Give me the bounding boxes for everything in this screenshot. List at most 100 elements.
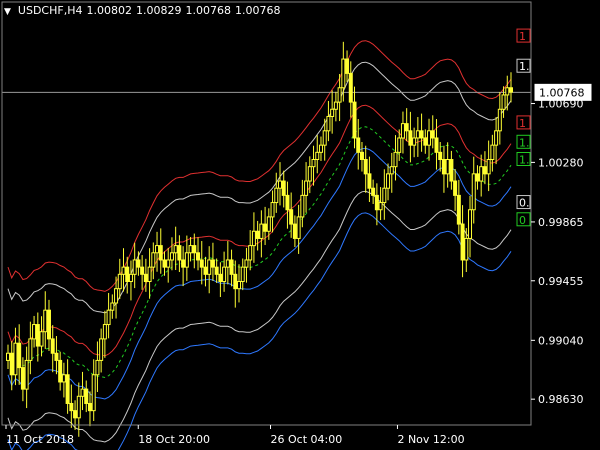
candle — [330, 90, 335, 134]
candle-body — [203, 266, 208, 275]
x-tick-label: 2 Nov 12:00 — [397, 433, 464, 446]
candle-body — [196, 252, 201, 261]
level-label-box — [516, 195, 531, 210]
candle — [505, 75, 510, 111]
candle-body — [125, 266, 130, 282]
candle — [270, 190, 275, 233]
candle — [225, 241, 230, 285]
candle-body — [114, 288, 119, 304]
candle — [315, 135, 320, 174]
candle-body — [479, 166, 484, 182]
level-label-text: 0 — [519, 214, 526, 227]
candle-body — [333, 101, 338, 110]
candle — [35, 312, 40, 362]
candle — [356, 119, 361, 170]
level-label: 0 — [516, 212, 531, 227]
candle-body — [434, 137, 439, 153]
candle-body — [43, 309, 48, 333]
candle — [419, 113, 424, 152]
candle — [207, 246, 212, 294]
candle-body — [359, 151, 364, 161]
current-price-text: 1.00768 — [539, 86, 585, 99]
candle — [427, 118, 432, 161]
candle-body — [244, 259, 249, 268]
candle — [181, 246, 186, 287]
candle — [125, 256, 130, 294]
candle-body — [482, 166, 487, 175]
candle — [449, 150, 454, 190]
candle — [460, 205, 465, 278]
candle-body — [248, 245, 253, 261]
candle-body — [188, 245, 193, 254]
current-price-box — [534, 83, 592, 101]
candle-body — [46, 309, 51, 340]
candle-body — [311, 159, 316, 168]
band-upper-red — [7, 40, 512, 292]
level-label-text: 1 — [519, 117, 526, 130]
candle — [326, 100, 331, 142]
candle-body — [181, 259, 186, 268]
candle-body — [464, 237, 469, 261]
candle — [289, 192, 294, 238]
candle — [453, 168, 458, 211]
candle — [266, 208, 271, 240]
band-lower-white — [7, 190, 512, 443]
candle — [222, 251, 227, 292]
candle — [277, 162, 282, 206]
close-value: 1.00768 — [234, 4, 281, 17]
candle-body — [341, 58, 346, 89]
candle-body — [292, 223, 297, 239]
candle-body — [356, 137, 361, 153]
candle-body — [39, 331, 44, 347]
candle — [151, 242, 156, 280]
candle-body — [412, 137, 417, 146]
candle — [374, 183, 379, 226]
candle-body — [255, 230, 260, 239]
candle — [251, 212, 256, 263]
candle-body — [251, 230, 256, 247]
candle — [54, 336, 59, 375]
candle-body — [222, 266, 227, 282]
candle-body — [300, 194, 305, 218]
candle — [311, 145, 316, 186]
candle-body — [24, 359, 29, 390]
candle — [244, 247, 249, 283]
candle — [471, 156, 476, 224]
candle — [155, 231, 160, 272]
candle-body — [184, 252, 189, 268]
candle-body — [427, 130, 432, 146]
y-tick-label: 0.99455 — [538, 275, 584, 288]
level-label: 1. — [516, 134, 531, 149]
candle — [140, 255, 145, 290]
candle-body — [192, 245, 197, 254]
candle-body — [263, 223, 268, 232]
candle-body — [415, 130, 420, 139]
candle-body — [270, 202, 275, 218]
candle — [69, 384, 74, 428]
chart-header: ▼ USDCHF,H4 1.00802 1.00829 1.00768 1.00768 — [4, 4, 280, 17]
candle-body — [69, 402, 74, 412]
triangle-down-icon[interactable]: ▼ — [4, 7, 11, 17]
candle — [210, 242, 215, 281]
candle — [345, 50, 350, 83]
candle-body — [58, 359, 63, 383]
candle-body — [106, 309, 111, 326]
candle-body — [6, 352, 10, 361]
level-label-text: 1. — [519, 60, 530, 73]
candle — [132, 242, 137, 289]
candle — [229, 249, 234, 287]
candle — [169, 237, 174, 271]
candle-body — [475, 173, 480, 182]
band-upper-white — [7, 61, 512, 314]
candle-body — [177, 245, 182, 261]
candle-body — [315, 151, 320, 161]
candle — [188, 237, 193, 262]
candle — [102, 310, 107, 358]
candle — [128, 260, 133, 301]
candle-body — [337, 87, 342, 103]
candle-body — [214, 266, 219, 275]
candle-body — [155, 245, 160, 254]
candle-body — [509, 87, 513, 93]
